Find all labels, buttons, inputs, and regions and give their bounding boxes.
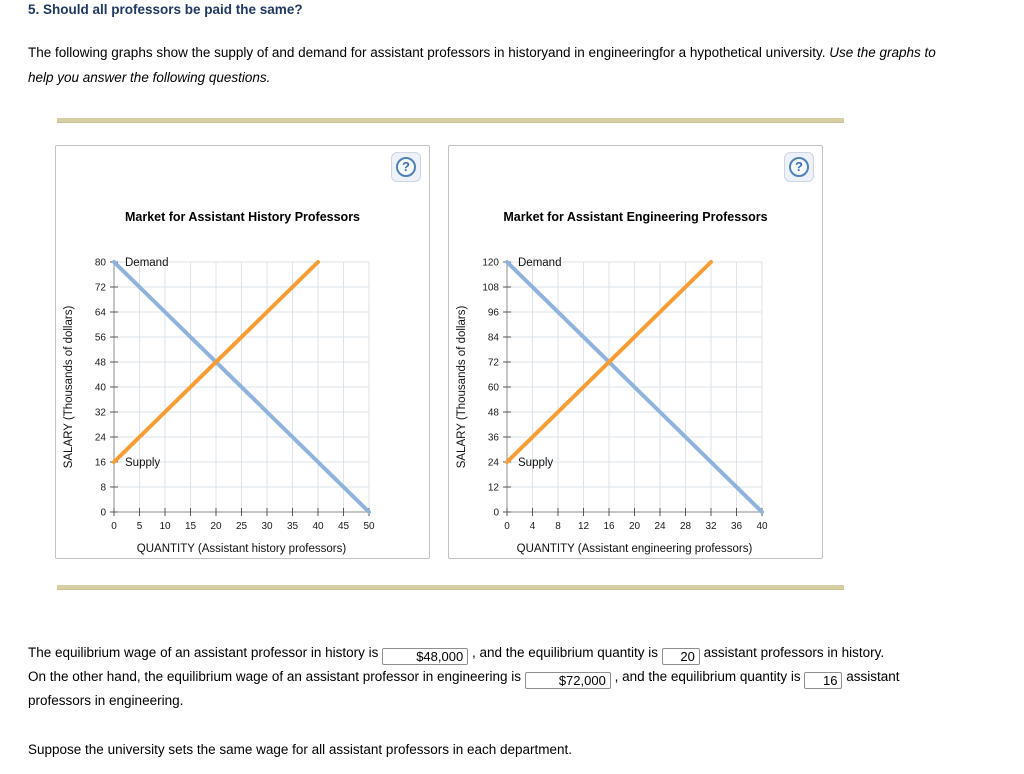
svg-text:40: 40 (312, 521, 324, 532)
demand-label: Demand (518, 257, 561, 269)
engineering-panel: ? Market for Assistant Engineering Profe… (448, 145, 823, 559)
svg-text:4: 4 (530, 521, 536, 532)
gridlines (114, 261, 370, 512)
history-chart-title: Market for Assistant History Professors (124, 210, 361, 224)
svg-text:0: 0 (100, 508, 106, 519)
svg-text:108: 108 (482, 283, 499, 294)
svg-text:84: 84 (488, 333, 500, 344)
help-button-engineering[interactable]: ? (784, 152, 814, 182)
supply-curve (505, 260, 713, 464)
intro-paragraph: The following graphs show the supply of … (28, 41, 956, 90)
intro-text-normal: The following graphs show the supply of … (28, 45, 826, 60)
svg-text:28: 28 (680, 521, 692, 532)
svg-text:72: 72 (95, 283, 107, 294)
svg-text:0: 0 (504, 521, 510, 532)
history-panel: ? Market for Assistant History Professor… (55, 145, 430, 559)
y-axis-label: SALARY (Thousands of dollars) (456, 306, 468, 469)
supply-label: Supply (518, 457, 553, 469)
svg-text:24: 24 (95, 433, 107, 444)
question-title: 5. Should all professors be paid the sam… (28, 2, 303, 17)
svg-text:36: 36 (731, 521, 743, 532)
history-post-text: assistant professors in history. (703, 645, 885, 660)
engineering-mid-text: , and the equilibrium quantity is (614, 669, 801, 684)
help-icon: ? (396, 157, 416, 177)
svg-text:16: 16 (95, 458, 107, 469)
svg-text:0: 0 (111, 521, 117, 532)
tick-marks (503, 261, 763, 516)
closing-statement: Suppose the university sets the same wag… (28, 742, 573, 757)
svg-text:20: 20 (210, 521, 222, 532)
engineering-quantity-input[interactable] (804, 672, 843, 689)
svg-text:15: 15 (185, 521, 197, 532)
x-axis-label: QUANTITY (Assistant history professors) (137, 543, 347, 555)
svg-text:40: 40 (95, 383, 107, 394)
svg-text:12: 12 (578, 521, 590, 532)
svg-text:24: 24 (654, 521, 666, 532)
demand-label: Demand (125, 257, 168, 269)
svg-text:40: 40 (756, 521, 768, 532)
engineering-wage-input[interactable] (524, 672, 611, 689)
svg-text:48: 48 (95, 358, 107, 369)
engineering-post-text: assistant (846, 669, 900, 684)
svg-text:120: 120 (482, 258, 499, 269)
history-mid-text: , and the equilibrium quantity is (471, 645, 659, 660)
svg-text:36: 36 (488, 433, 500, 444)
svg-text:96: 96 (488, 308, 500, 319)
svg-text:80: 80 (95, 258, 107, 269)
answer-line-engineering: On the other hand, the equilibrium wage … (28, 665, 973, 689)
answer-line-history: The equilibrium wage of an assistant pro… (28, 641, 973, 665)
svg-text:45: 45 (338, 521, 350, 532)
svg-text:20: 20 (629, 521, 641, 532)
tick-marks (110, 261, 370, 516)
history-quantity-input[interactable] (661, 648, 700, 665)
answer-block: The equilibrium wage of an assistant pro… (28, 641, 973, 762)
section-divider-bottom (57, 585, 844, 590)
intro-text-italic: Use the graphs to help you answer the fo… (28, 45, 936, 85)
answer-line-continuation: professors in engineering. (28, 693, 184, 708)
svg-text:25: 25 (236, 521, 248, 532)
y-axis-label: SALARY (Thousands of dollars) (63, 306, 75, 469)
demand-curve (505, 260, 764, 514)
svg-text:48: 48 (488, 408, 500, 419)
tick-labels: 0 8 16 24 32 40 48 56 64 72 80 0 5 10 15 20 25 30 35 40 45 50 (95, 258, 375, 533)
svg-text:16: 16 (603, 521, 615, 532)
engineering-chart-title: Market for Assistant Engineering Profess… (503, 210, 768, 224)
svg-text:10: 10 (159, 521, 171, 532)
supply-label: Supply (125, 457, 160, 469)
svg-text:32: 32 (705, 521, 717, 532)
svg-text:60: 60 (488, 383, 500, 394)
svg-text:0: 0 (493, 508, 499, 519)
svg-text:50: 50 (363, 521, 375, 532)
svg-text:72: 72 (488, 358, 500, 369)
demand-curve (112, 260, 371, 514)
history-pre-text: The equilibrium wage of an assistant pro… (28, 645, 379, 660)
svg-text:5: 5 (137, 521, 143, 532)
svg-text:30: 30 (261, 521, 273, 532)
svg-text:32: 32 (95, 408, 107, 419)
history-wage-input[interactable] (382, 648, 469, 665)
svg-text:56: 56 (95, 333, 107, 344)
supply-curve (112, 260, 320, 464)
section-divider-top (57, 118, 844, 123)
svg-text:24: 24 (488, 458, 500, 469)
svg-text:8: 8 (100, 483, 106, 494)
gridlines (507, 261, 763, 512)
svg-text:64: 64 (95, 308, 107, 319)
svg-text:8: 8 (555, 521, 561, 532)
help-icon: ? (789, 157, 809, 177)
engineering-pre-text: On the other hand, the equilibrium wage … (28, 669, 522, 684)
svg-text:12: 12 (488, 483, 500, 494)
history-market-chart: 0 8 16 24 32 40 48 56 64 72 80 0 5 10 15 20 25 30 35 40 45 50… (63, 257, 375, 555)
x-axis-label: QUANTITY (Assistant engineering professo… (517, 543, 753, 555)
help-button-history[interactable]: ? (391, 152, 421, 182)
svg-text:35: 35 (287, 521, 299, 532)
